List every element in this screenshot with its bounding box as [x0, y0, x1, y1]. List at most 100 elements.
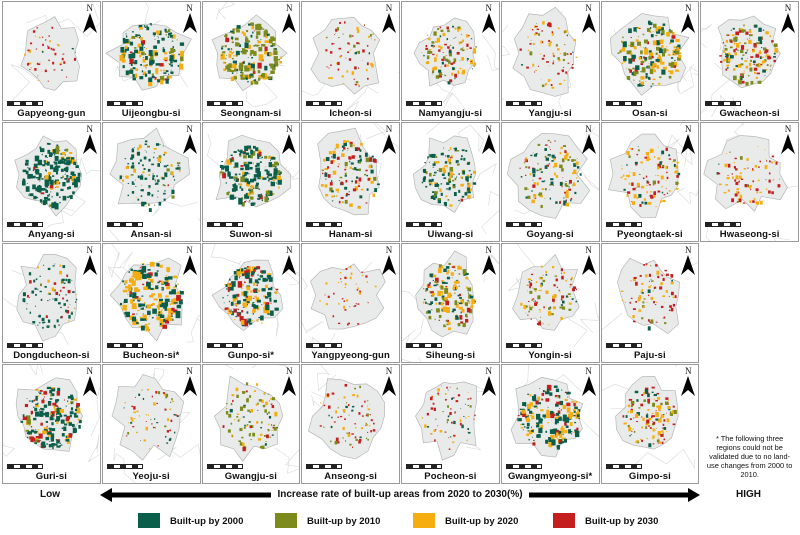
built-up-patch	[646, 155, 649, 160]
built-up-patch	[727, 189, 731, 192]
built-up-patch	[42, 430, 47, 435]
built-up-patch	[66, 416, 68, 417]
built-up-patch	[166, 308, 170, 312]
built-up-patch	[454, 300, 458, 306]
built-up-patch	[157, 281, 160, 284]
built-up-patch	[426, 426, 430, 428]
built-up-patch	[634, 441, 638, 443]
built-up-patch	[558, 397, 560, 399]
built-up-patch	[65, 278, 68, 282]
built-up-patch	[358, 177, 362, 182]
built-up-patch	[441, 61, 444, 65]
built-up-patch	[724, 163, 728, 168]
built-up-patch	[34, 441, 38, 444]
built-up-patch	[672, 53, 674, 56]
built-up-patch	[523, 162, 525, 164]
built-up-patch	[450, 156, 453, 159]
built-up-patch	[159, 144, 161, 145]
built-up-patch	[549, 178, 554, 181]
built-up-patch	[230, 69, 234, 73]
built-up-patch	[656, 397, 660, 400]
built-up-patch	[639, 63, 643, 66]
built-up-patch	[651, 402, 655, 407]
built-up-patch	[457, 294, 460, 297]
built-up-patch	[53, 161, 55, 164]
scale-bar	[106, 464, 143, 469]
legend-swatch	[553, 513, 575, 528]
built-up-patch	[41, 408, 45, 411]
built-up-patch	[145, 206, 147, 207]
legend-label: Built-up by 2020	[445, 516, 519, 527]
built-up-patch	[220, 54, 223, 56]
built-up-patch	[74, 307, 76, 309]
built-up-patch	[159, 319, 164, 323]
built-up-patch	[649, 148, 653, 153]
built-up-patch	[452, 46, 455, 49]
built-up-patch	[47, 80, 49, 82]
built-up-patch	[259, 161, 262, 164]
built-up-patch	[660, 175, 664, 180]
built-up-patch	[357, 206, 362, 209]
built-up-patch	[30, 436, 35, 441]
built-up-patch	[630, 148, 633, 150]
built-up-patch	[655, 270, 659, 275]
built-up-patch	[172, 46, 174, 49]
built-up-patch	[261, 72, 265, 78]
built-up-patch	[736, 188, 740, 191]
built-up-patch	[66, 180, 70, 183]
built-up-patch	[53, 388, 56, 391]
built-up-patch	[652, 184, 654, 186]
built-up-patch	[149, 23, 152, 25]
built-up-patch	[467, 299, 469, 302]
built-up-patch	[640, 201, 644, 204]
built-up-patch	[242, 75, 245, 78]
built-up-patch	[569, 286, 571, 288]
built-up-patch	[264, 309, 270, 314]
built-up-patch	[520, 302, 523, 306]
built-up-patch	[623, 178, 627, 180]
built-up-patch	[658, 48, 661, 50]
built-up-patch	[539, 311, 541, 313]
built-up-patch	[558, 408, 560, 409]
built-up-patch	[157, 293, 162, 298]
built-up-patch	[239, 151, 243, 154]
built-up-patch	[731, 173, 734, 175]
built-up-patch	[627, 28, 632, 34]
built-up-patch	[650, 85, 652, 88]
built-up-patch	[521, 412, 526, 418]
built-up-patch	[238, 65, 243, 71]
built-up-patch	[46, 198, 51, 201]
built-up-patch	[663, 322, 666, 325]
built-up-patch	[230, 36, 233, 40]
built-up-patch	[457, 28, 460, 32]
built-up-patch	[50, 188, 53, 191]
built-up-patch	[255, 297, 259, 302]
built-up-patch	[532, 42, 535, 45]
built-up-patch	[468, 35, 470, 37]
built-up-patch	[560, 272, 562, 274]
built-up-patch	[631, 58, 635, 62]
built-up-patch	[133, 49, 138, 54]
built-up-patch	[60, 188, 64, 192]
neighbour-boundary	[215, 2, 235, 20]
built-up-patch	[174, 284, 177, 288]
built-up-patch	[445, 285, 448, 287]
built-up-patch	[430, 291, 434, 294]
built-up-patch	[142, 314, 147, 319]
built-up-patch	[538, 321, 541, 326]
built-up-patch	[735, 65, 739, 68]
built-up-patch	[427, 38, 431, 41]
built-up-patch	[749, 67, 753, 72]
built-up-patch	[248, 395, 251, 398]
built-up-patch	[255, 182, 259, 185]
built-up-patch	[76, 176, 81, 183]
built-up-patch	[319, 300, 322, 302]
built-up-patch	[134, 60, 137, 65]
built-up-patch	[432, 53, 435, 56]
built-up-patch	[264, 284, 268, 289]
built-up-patch	[39, 61, 41, 63]
built-up-patch	[59, 409, 65, 413]
built-up-patch	[725, 54, 727, 56]
built-up-patch	[138, 25, 143, 29]
built-up-patch	[266, 413, 268, 415]
